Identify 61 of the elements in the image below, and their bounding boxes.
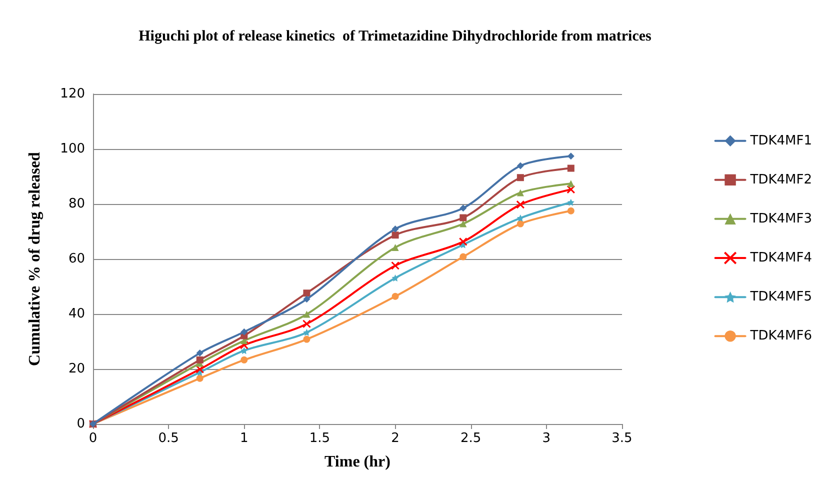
point (196, 374, 204, 382)
point (567, 198, 574, 206)
point (567, 207, 574, 214)
y-tick-label: 0 (76, 416, 85, 432)
chart-title: Higuchi plot of release kinetics of Trimetazidine Dihydrochloride from matrices (138, 28, 652, 44)
point (567, 152, 574, 160)
y-tick-label: 60 (68, 252, 85, 266)
point (302, 320, 311, 328)
point (392, 226, 399, 233)
point (392, 274, 399, 282)
point (460, 204, 467, 212)
point (567, 164, 574, 172)
point (460, 214, 467, 222)
point (196, 365, 204, 374)
point (566, 185, 576, 194)
point (392, 244, 399, 251)
x-tick-label: 2.5 (460, 431, 482, 446)
y-tick-label: 120 (60, 86, 85, 102)
legend-label: TDK4MF2 (749, 172, 812, 188)
point (516, 214, 524, 222)
legend-label: TDK4MF5 (749, 290, 812, 305)
x-tick-label: 1.5 (309, 431, 330, 446)
point (391, 261, 400, 270)
point (196, 350, 204, 357)
x-tick-label: 0.5 (158, 431, 179, 446)
y-axis-title: Cumulative % of drug released (26, 152, 44, 366)
point (392, 292, 399, 300)
point (240, 347, 248, 354)
point (196, 356, 204, 364)
point (516, 220, 524, 228)
point (303, 290, 310, 297)
point (567, 180, 574, 188)
x-tick-label: 3 (542, 431, 551, 446)
point (460, 220, 467, 228)
legend-label: TDK4MF3 (749, 211, 812, 226)
point (516, 189, 524, 196)
x-tick-label: 1 (240, 431, 248, 446)
point (516, 162, 524, 170)
point (240, 340, 248, 350)
y-tick-label: 40 (68, 306, 85, 322)
point (303, 328, 310, 336)
legend-label: TDK4MF1 (749, 133, 812, 148)
x-tick-label: 3.5 (612, 431, 632, 446)
point (303, 310, 310, 318)
x-tick-label: 2 (391, 431, 400, 446)
point (458, 237, 468, 246)
point (240, 328, 248, 336)
point (516, 174, 524, 182)
y-tick-label: 20 (68, 362, 85, 376)
point (516, 200, 525, 209)
point (303, 296, 310, 303)
legend-label: TDK4MF4 (749, 250, 812, 266)
y-tick-label: 100 (60, 142, 85, 156)
legend-label: TDK4MF6 (749, 328, 812, 344)
y-tick-label: 80 (68, 196, 85, 212)
point (240, 356, 248, 364)
point (460, 253, 467, 260)
x-tick-label: 0 (88, 431, 98, 446)
point (303, 336, 310, 343)
x-axis-title: Time (hr) (324, 454, 390, 470)
point (392, 232, 399, 239)
